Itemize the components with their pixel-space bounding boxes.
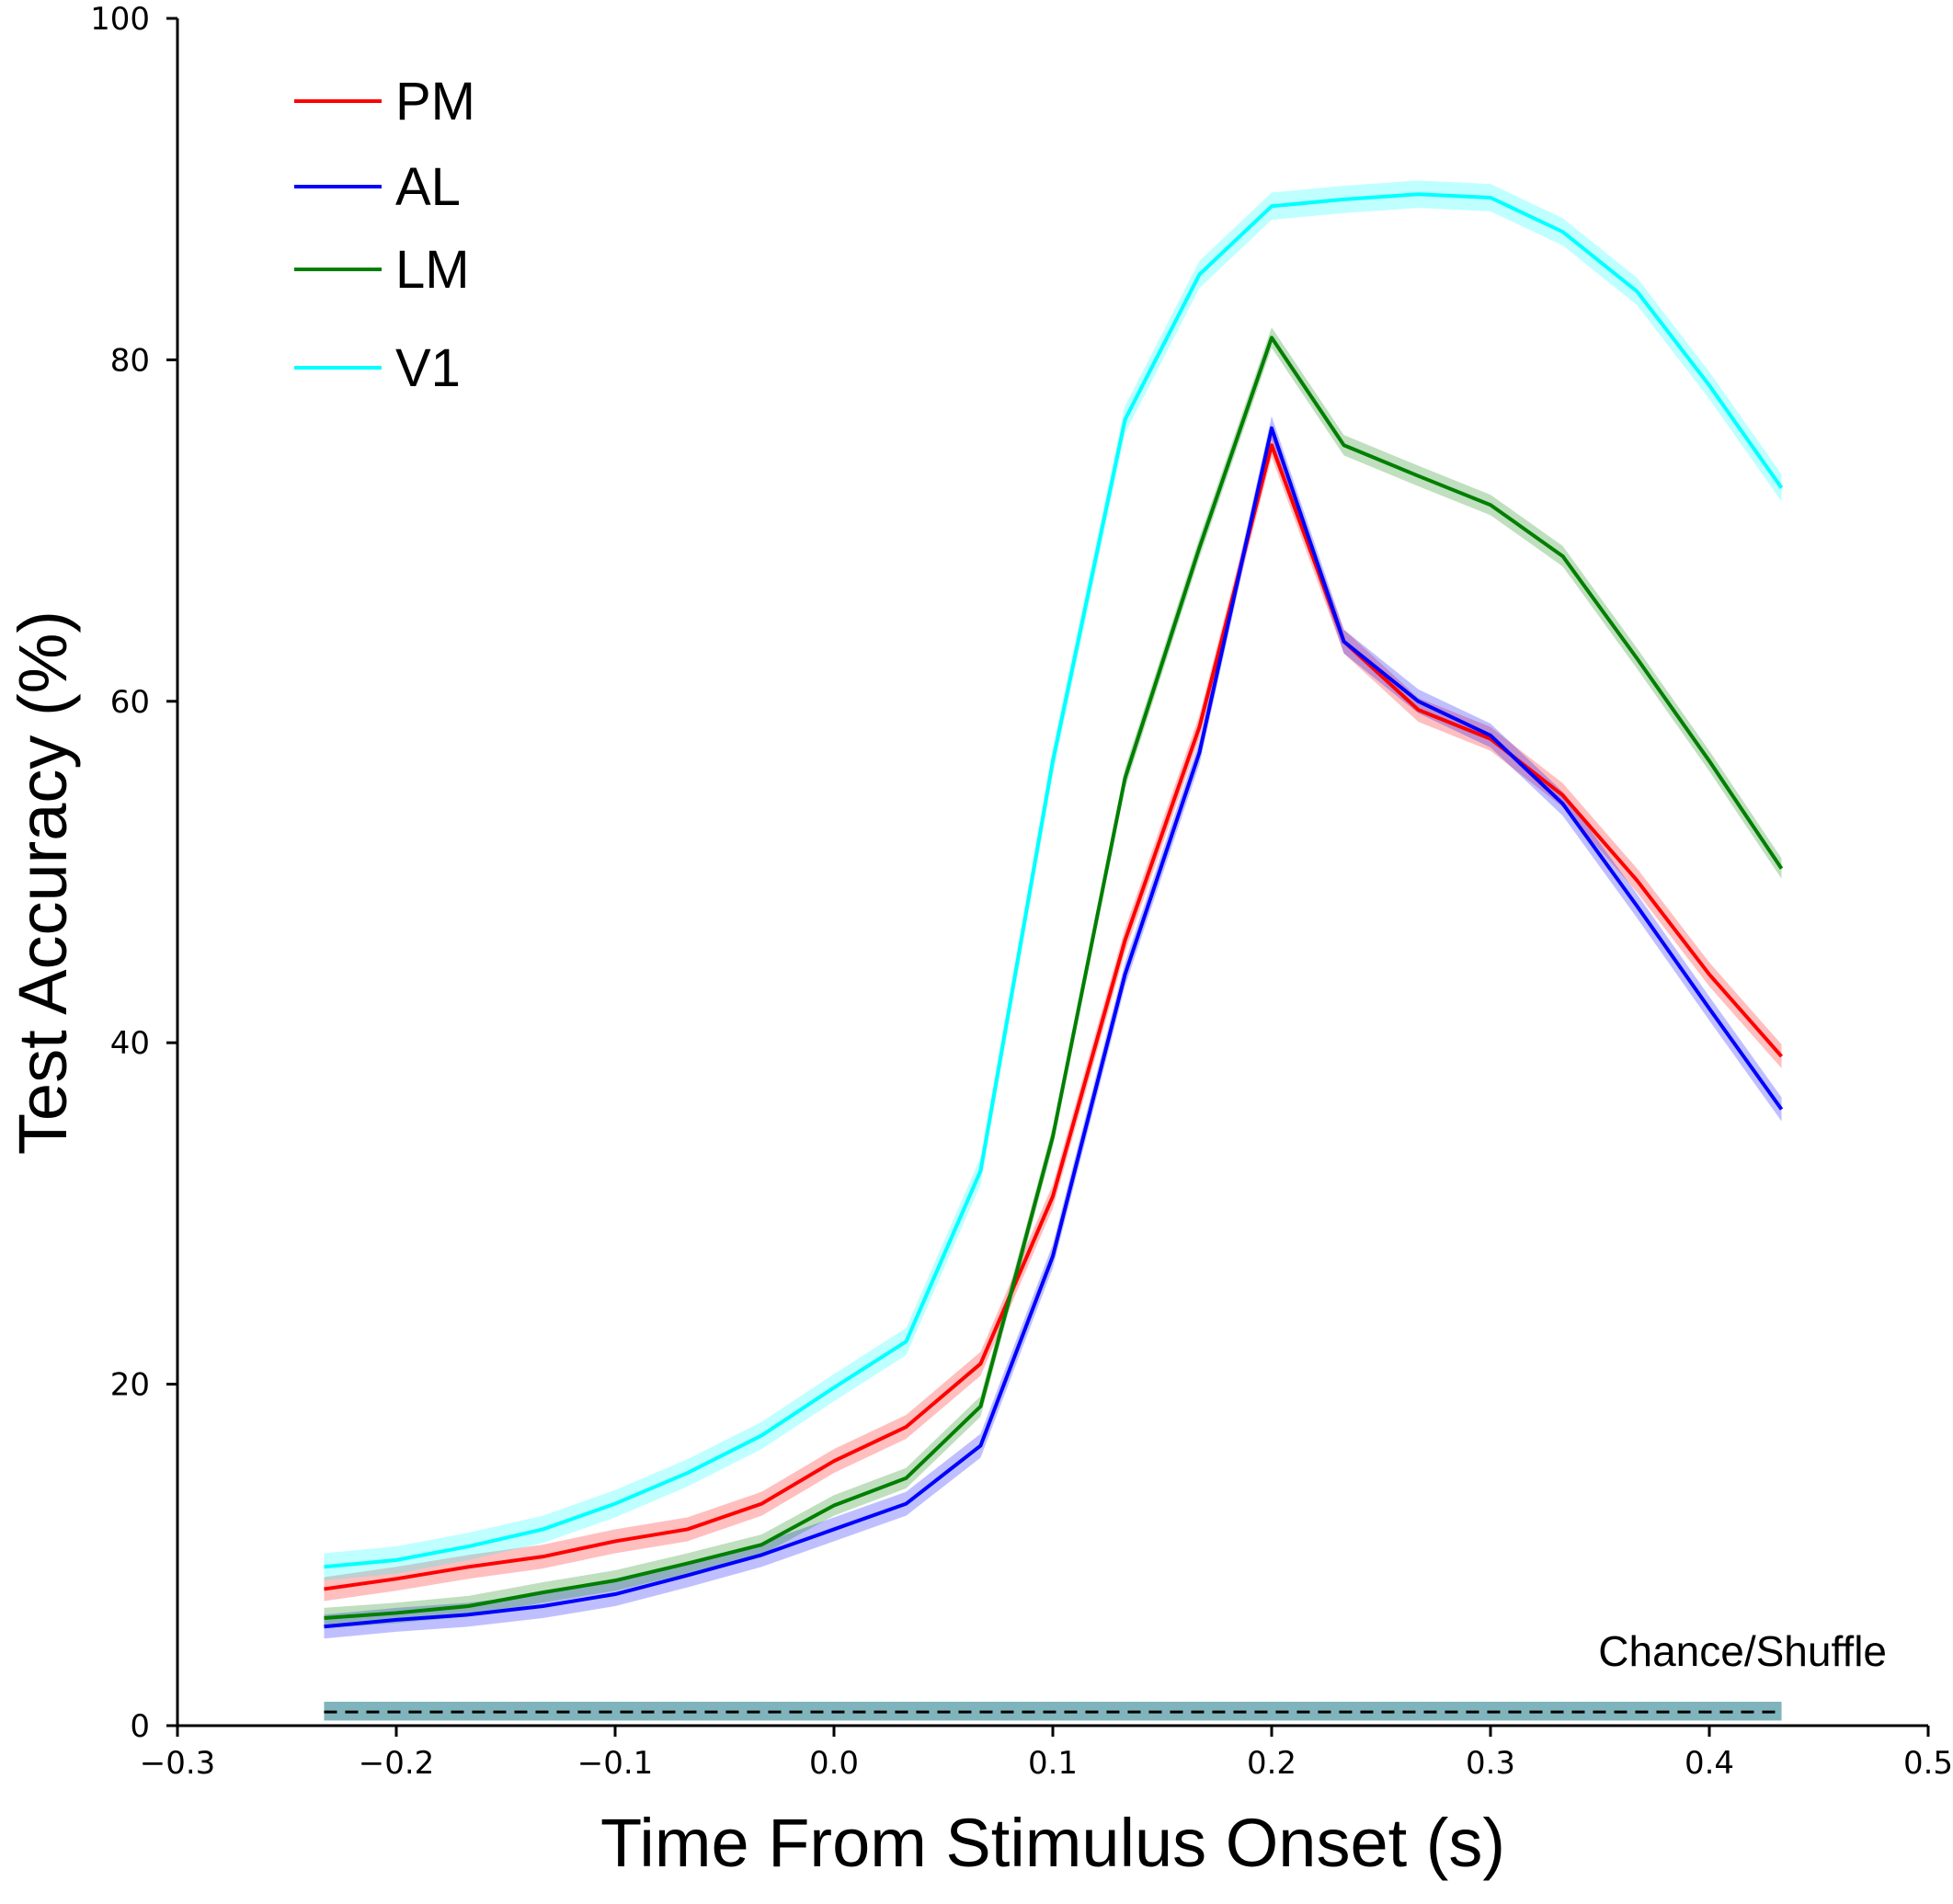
y-axis-title: Test Accuracy (%)	[5, 610, 81, 1155]
y-tick-label: 40	[110, 1025, 150, 1062]
x-tick-label: 0.4	[1685, 1745, 1734, 1782]
legend-item-v1: V1	[294, 338, 461, 398]
series-lines	[324, 192, 1784, 1629]
x-tick-label: 0.5	[1903, 1745, 1953, 1782]
band-pm	[324, 433, 1782, 1602]
confidence-bands	[324, 180, 1782, 1639]
y-tick-label: 20	[110, 1367, 150, 1404]
legend-label: LM	[395, 240, 470, 300]
series-line-pm	[324, 443, 1784, 1591]
legend-item-pm: PM	[294, 72, 475, 131]
legend: PM AL LM V1	[294, 72, 475, 398]
x-tick-label: −0.1	[577, 1745, 654, 1782]
series-line-al	[324, 426, 1784, 1629]
y-ticks: 0 20 40 60 80 100	[90, 1, 177, 1745]
x-tick-label: −0.2	[359, 1745, 435, 1782]
x-ticks: −0.3 −0.2 −0.1 0.0 0.1 0.2 0.3 0.4 0.5	[140, 1726, 1953, 1782]
legend-label: AL	[395, 157, 461, 217]
band-al	[324, 416, 1782, 1639]
legend-item-al: AL	[294, 157, 461, 217]
band-v1	[324, 180, 1782, 1581]
x-tick-label: −0.3	[140, 1745, 216, 1782]
x-tick-label: 0.3	[1466, 1745, 1515, 1782]
y-tick-label: 60	[110, 684, 150, 721]
chance-shuffle-annotation: Chance/Shuffle	[1598, 1627, 1887, 1675]
band-lm	[324, 327, 1782, 1629]
y-tick-label: 80	[110, 342, 150, 379]
x-tick-label: 0.2	[1247, 1745, 1296, 1782]
series-line-v1	[324, 192, 1784, 1569]
legend-label: V1	[395, 338, 461, 398]
x-tick-label: 0.1	[1028, 1745, 1078, 1782]
legend-item-lm: LM	[294, 240, 470, 300]
legend-label: PM	[395, 72, 475, 131]
x-tick-label: 0.0	[809, 1745, 859, 1782]
y-tick-label: 0	[130, 1708, 150, 1745]
chance-shuffle-band	[324, 1702, 1782, 1721]
x-axis-title: Time From Stimulus Onset (s)	[600, 1805, 1505, 1881]
series-line-lm	[324, 336, 1784, 1621]
y-tick-label: 100	[90, 1, 150, 38]
